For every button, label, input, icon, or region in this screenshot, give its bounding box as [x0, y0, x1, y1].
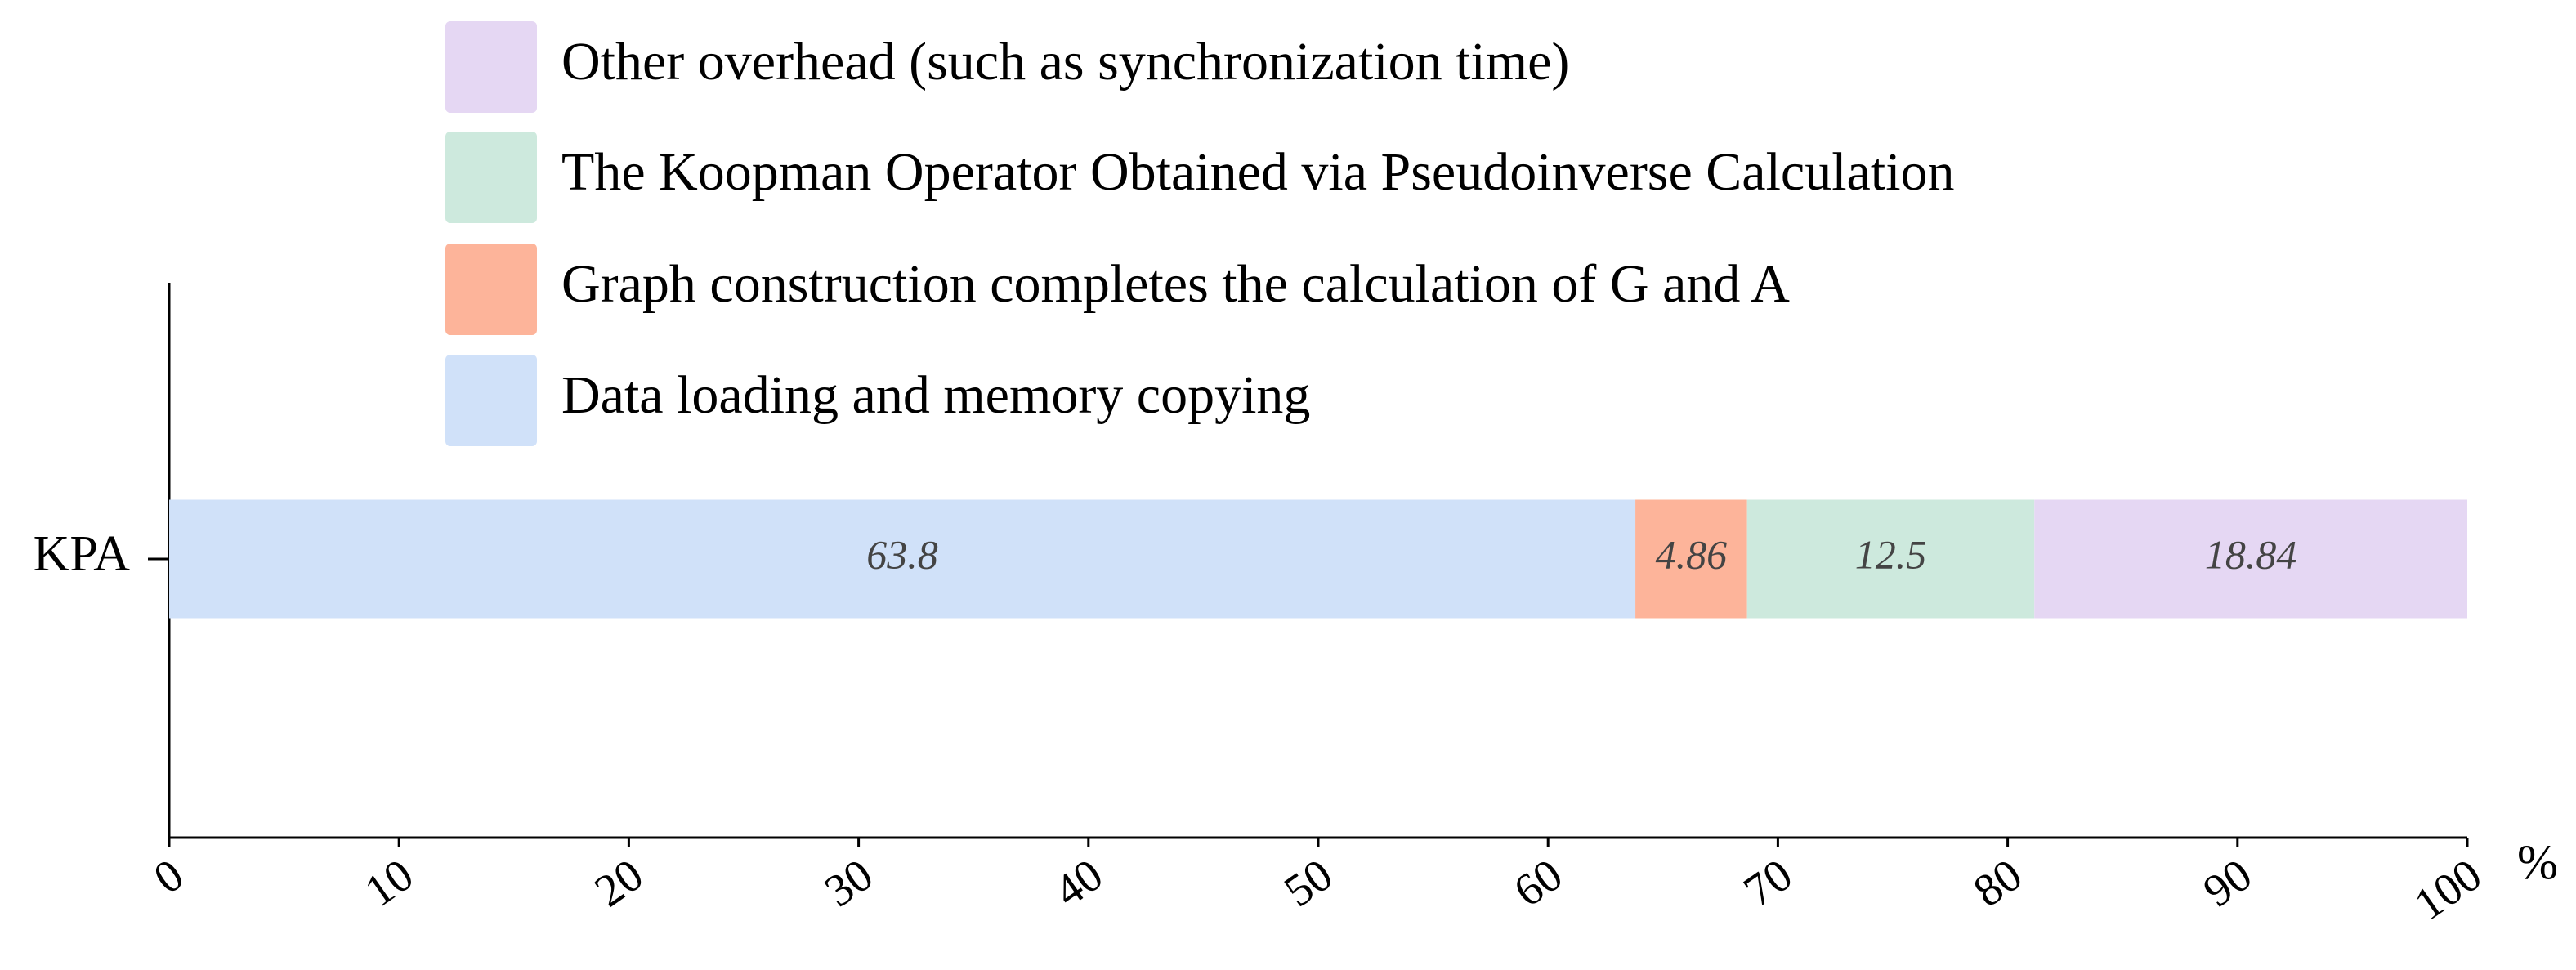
y-tick-label: KPA: [34, 526, 131, 582]
data-label: 12.5: [1855, 531, 1927, 577]
x-tick-label: 60: [1505, 849, 1572, 917]
bar-segment: [169, 499, 1636, 619]
x-axis-label: %: [2517, 835, 2558, 889]
legend-swatch: [445, 132, 537, 223]
legend-label: Graph construction completes the calcula…: [561, 254, 1790, 314]
legend-label: Other overhead (such as synchronization …: [561, 32, 1569, 92]
x-tick-label: 50: [1275, 849, 1341, 917]
bar-segment: [1635, 499, 1747, 619]
legend-label: Data loading and memory copying: [561, 365, 1310, 425]
x-tick-label: 100: [2405, 849, 2490, 930]
x-tick-label: 70: [1735, 849, 1801, 917]
x-tick-label: 80: [1965, 849, 2031, 917]
legend-swatch: [445, 355, 537, 446]
x-tick-label: 10: [356, 849, 423, 917]
x-tick-label: 20: [586, 849, 652, 917]
x-tick-label: 90: [2194, 849, 2261, 917]
bar-segment: [2034, 499, 2467, 619]
legend-label: The Koopman Operator Obtained via Pseudo…: [561, 142, 1955, 202]
data-label: 18.84: [2205, 531, 2297, 577]
x-tick-label: 0: [145, 849, 193, 904]
x-tick-label: 30: [816, 849, 882, 917]
legend-swatch: [445, 21, 537, 113]
x-tick-label: 40: [1045, 849, 1111, 917]
data-label: 4.86: [1656, 531, 1728, 577]
legend-swatch: [445, 244, 537, 335]
data-label: 63.8: [866, 531, 938, 577]
bar-segment: [1746, 499, 2035, 619]
